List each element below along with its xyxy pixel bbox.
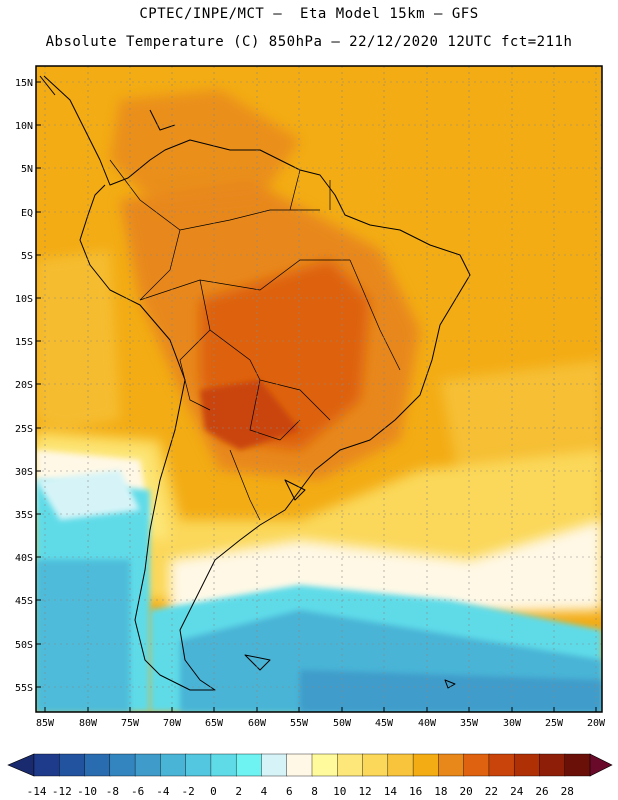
colorbar-swatch: [337, 753, 364, 777]
colorbar-swatch: [109, 753, 136, 777]
colorbar-swatch: [286, 753, 313, 777]
colorbar-arrow-low: [7, 753, 35, 777]
colorbar-swatch: [488, 753, 515, 777]
colorbar-label: 6: [286, 785, 293, 798]
lon-label: 60W: [248, 718, 267, 729]
colorbar-label: 18: [434, 785, 447, 798]
field-hottest-core: [200, 380, 300, 450]
lon-label: 70W: [163, 718, 182, 729]
field-hot-north: [110, 90, 300, 210]
chart-subtitle: Absolute Temperature (C) 850hPa – 22/12/…: [45, 34, 573, 50]
tick-marks: [36, 81, 597, 712]
colorbar-swatch: [412, 753, 440, 777]
field-pale-cold: [36, 470, 140, 520]
country-borders: [109, 159, 401, 521]
lat-label: 15N: [15, 78, 33, 89]
lon-label: 30W: [503, 718, 522, 729]
colorbar-label: 12: [358, 785, 371, 798]
chart-title: CPTEC/INPE/MCT – Eta Model 15km – GFS: [139, 6, 479, 22]
lat-label: 10N: [15, 121, 33, 132]
lat-label: 45S: [15, 596, 33, 607]
colorbar-swatch: [134, 753, 162, 777]
colorbar-label: 0: [210, 785, 217, 798]
colorbar-swatch: [311, 753, 338, 777]
field-colder-west: [36, 560, 130, 712]
lat-label: 10S: [15, 294, 33, 305]
lat-label: 30S: [15, 467, 33, 478]
colorbar-swatch: [362, 753, 389, 777]
colorbar-label: -12: [52, 785, 72, 798]
colorbar-label: -10: [77, 785, 97, 798]
lon-label: 85W: [36, 718, 55, 729]
colorbar-label: 22: [485, 785, 498, 798]
lon-label: 80W: [79, 718, 98, 729]
lat-label: 50S: [15, 640, 33, 651]
colorbar-swatch: [539, 753, 566, 777]
lat-label: 25S: [15, 424, 33, 435]
colorbar-swatch: [185, 753, 212, 777]
colorbar-swatch: [84, 753, 111, 777]
lat-label: 55S: [15, 683, 33, 694]
field-patch-west: [36, 250, 120, 430]
colorbar-label: 14: [384, 785, 398, 798]
colorbar-label: 2: [235, 785, 242, 798]
lon-labels: 85W 80W 75W 70W 65W 60W 55W 50W 45W 40W …: [36, 718, 606, 729]
colorbar-swatch: [438, 753, 465, 777]
colorbar-swatch: [387, 753, 414, 777]
graticule: [36, 66, 602, 712]
lat-label: EQ: [21, 208, 33, 219]
map-frame: [35, 65, 603, 713]
colorbar-label: 10: [333, 785, 346, 798]
lat-label: 15S: [15, 337, 33, 348]
colorbar-label: 16: [409, 785, 422, 798]
colorbar-swatch: [513, 753, 541, 777]
field-deep-cold: [300, 670, 602, 712]
lon-label: 45W: [375, 718, 394, 729]
colorbar-swatch: [564, 753, 591, 777]
lat-label: 35S: [15, 510, 33, 521]
colorbar-label: 4: [261, 785, 268, 798]
colorbar-label: 20: [460, 785, 473, 798]
colorbar-label: 26: [535, 785, 548, 798]
colorbar-label: 8: [311, 785, 318, 798]
colorbar-swatch: [210, 753, 237, 777]
colorbar-swatch: [160, 753, 187, 777]
coastline: [39, 75, 471, 691]
lat-label: 20S: [15, 380, 33, 391]
colorbar-label: -8: [106, 785, 119, 798]
lon-label: 50W: [333, 718, 352, 729]
lon-label: 25W: [545, 718, 564, 729]
colorbar-label: -6: [131, 785, 144, 798]
lon-label: 55W: [290, 718, 309, 729]
colorbar-swatch: [59, 753, 86, 777]
lon-label: 35W: [460, 718, 479, 729]
lat-labels: 15N 10N 5N EQ 5S 10S 15S 20S 25S 30S 35S…: [15, 78, 33, 694]
colorbar-arrow-high: [589, 753, 613, 777]
lon-label: 20W: [587, 718, 606, 729]
colorbar-label: 28: [561, 785, 574, 798]
lon-label: 65W: [205, 718, 224, 729]
colorbar-swatch: [235, 753, 263, 777]
colorbar-label: -14: [27, 785, 47, 798]
colorbar-swatch: [261, 753, 288, 777]
temperature-field: [36, 66, 602, 712]
colorbar-swatch: [463, 753, 490, 777]
colorbar-label: -2: [182, 785, 195, 798]
lon-label: 40W: [418, 718, 437, 729]
colorbar-swatch: [33, 753, 60, 777]
lat-label: 40S: [15, 553, 33, 564]
lat-label: 5S: [21, 251, 33, 262]
lat-label: 5N: [21, 164, 33, 175]
colorbar: -14 -12 -10 -8 -6 -4 -2 0 2 4 6 8 10 12 14 16 18 20 22 24 26…: [7, 753, 613, 798]
lon-label: 75W: [121, 718, 140, 729]
colorbar-label: -4: [156, 785, 170, 798]
colorbar-label: 24: [510, 785, 524, 798]
field-yellow-band: [36, 430, 602, 600]
